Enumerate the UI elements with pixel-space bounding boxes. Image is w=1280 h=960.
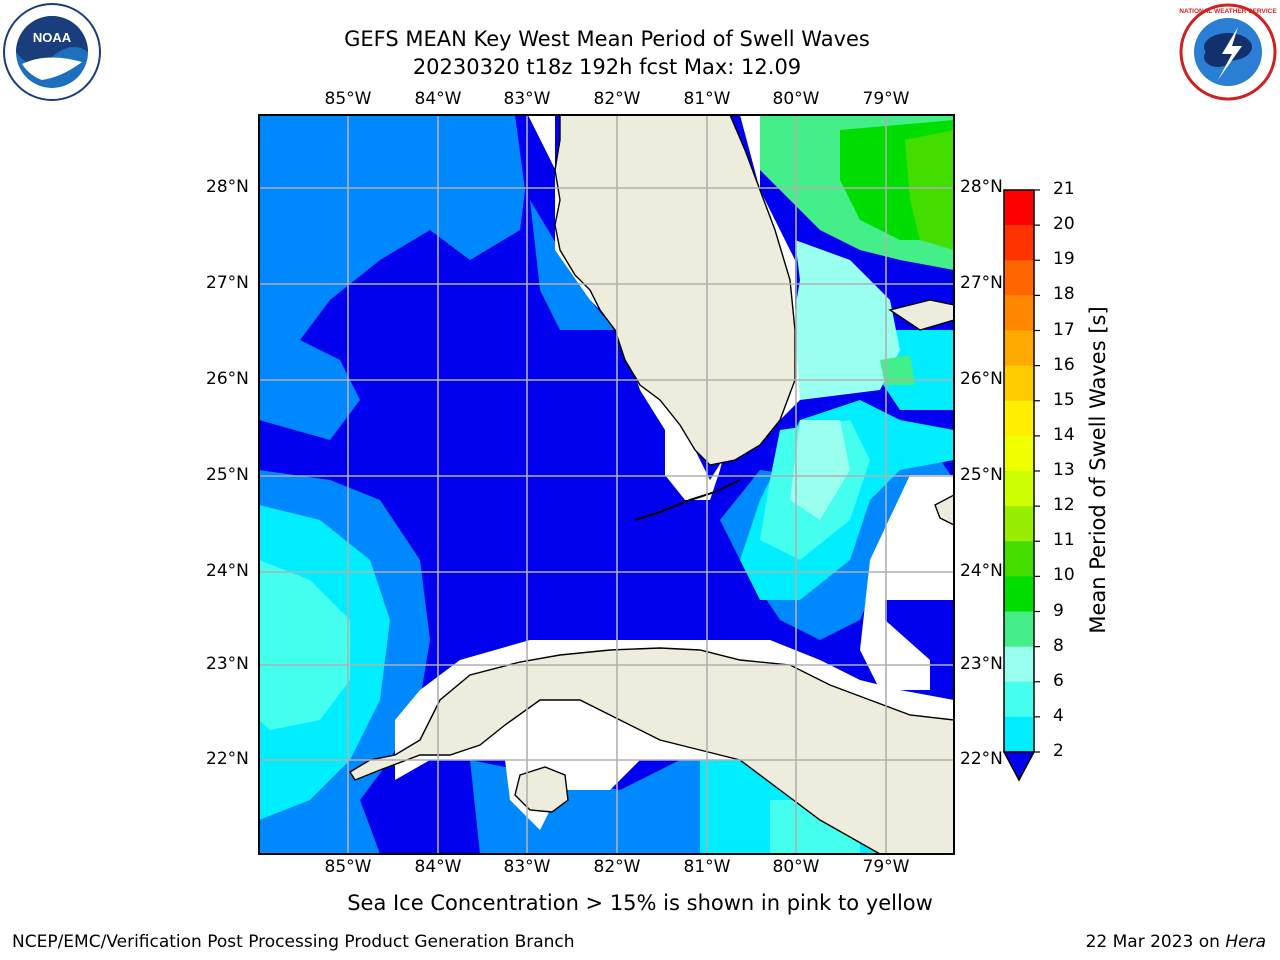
colorbar-segment (1004, 260, 1034, 296)
lon-label-bottom-79w: 79°W (862, 857, 910, 877)
colorbar-tick-label: 11 (1053, 530, 1075, 551)
field-4-6s-north (259, 115, 525, 440)
footer-host: Hera (1225, 932, 1266, 952)
footer-date-text: 22 Mar 2023 on (1085, 932, 1226, 952)
colorbar-segment (1004, 225, 1034, 261)
lat-label-right-26n: 26°N (960, 369, 1003, 389)
colorbar-segment (1004, 506, 1034, 542)
lon-label-bottom-84w: 84°W (414, 857, 462, 877)
colorbar-tick-label: 17 (1053, 319, 1075, 340)
colorbar-tick-label: 18 (1053, 284, 1075, 305)
lon-label-bottom-80w: 80°W (772, 857, 820, 877)
lon-label-bottom-85w: 85°W (324, 857, 372, 877)
colorbar-tick-label: 19 (1053, 249, 1075, 270)
chart-subtitle: 20230320 t18z 192h fcst Max: 12.09 (412, 55, 802, 79)
lon-label-top-85w: 85°W (324, 89, 372, 109)
lat-label-right-27n: 27°N (960, 273, 1003, 293)
colorbar-tick-label: 13 (1053, 460, 1075, 480)
chart-title: GEFS MEAN Key West Mean Period of Swell … (344, 27, 870, 51)
lat-label-right-24n: 24°N (960, 561, 1003, 581)
field-9-10s-east (790, 420, 850, 520)
colorbar-segment (1004, 435, 1034, 472)
field-12-13s (905, 130, 954, 250)
colorbar-tick-label: 8 (1053, 635, 1064, 656)
nws-logo-text: NATIONAL WEATHER SERVICE (1179, 8, 1277, 15)
lat-label-left-23n: 23°N (206, 654, 249, 674)
colorbar-segment (1004, 716, 1034, 753)
lat-label-right-25n: 25°N (960, 465, 1003, 485)
mask-florida-west (528, 115, 800, 500)
colorbar-tick-label: 6 (1053, 670, 1064, 691)
colorbar-tick-label: 10 (1053, 565, 1075, 586)
colorbar-segment (1004, 646, 1034, 683)
bahamas-north (888, 299, 954, 331)
map-frame (258, 114, 955, 855)
cuba-island (349, 647, 954, 854)
lat-label-left-28n: 28°N (206, 177, 249, 197)
colorbar-title: Mean Period of Swell Waves [s] (1086, 306, 1110, 634)
colorbar-segment (1004, 611, 1034, 648)
noaa-logo-text: NOAA (33, 30, 72, 45)
lon-label-top-83w: 83°W (503, 89, 551, 109)
colorbar-segment (1004, 681, 1034, 718)
lon-label-bottom-82w: 82°W (593, 857, 641, 877)
colorbar-tick-label: 16 (1053, 354, 1075, 375)
lat-label-left-24n: 24°N (206, 561, 249, 581)
field-8-9s-west (259, 560, 350, 730)
colorbar-segment (1004, 576, 1034, 612)
lat-label-left-26n: 26°N (206, 369, 249, 389)
noaa-logo: NOAA (3, 3, 101, 101)
colorbar (1002, 189, 1040, 782)
lat-label-right-22n: 22°N (960, 749, 1003, 769)
lon-label-top-80w: 80°W (772, 89, 820, 109)
colorbar-tick-label: 15 (1053, 389, 1075, 410)
field-4-6s-northcoast (530, 200, 615, 330)
footer-date: 22 Mar 2023 on Hera (1086, 932, 1266, 952)
map-grid (259, 115, 954, 854)
lon-label-top-79w: 79°W (862, 89, 910, 109)
colorbar-segment (1004, 295, 1034, 331)
colorbar-tick-label: 2 (1053, 741, 1064, 761)
nws-logo: NATIONAL WEATHER SERVICE (1179, 3, 1277, 101)
colorbar-tick-label: 14 (1053, 424, 1075, 445)
swell-period-field (259, 115, 954, 854)
lon-label-top-84w: 84°W (414, 89, 462, 109)
colorbar-tick-label: 20 (1053, 214, 1075, 235)
isla-juventud (514, 766, 569, 813)
lon-label-top-81w: 81°W (683, 89, 731, 109)
colorbar-segment (1004, 400, 1034, 437)
lat-label-left-27n: 27°N (206, 273, 249, 293)
florida-keys (634, 479, 741, 521)
lon-label-top-82w: 82°W (593, 89, 641, 109)
colorbar-segment (1004, 330, 1034, 367)
lat-label-right-28n: 28°N (960, 177, 1003, 197)
colorbar-tick-label: 21 (1053, 179, 1075, 199)
lat-label-left-25n: 25°N (206, 465, 249, 485)
lon-label-bottom-83w: 83°W (503, 857, 551, 877)
field-9-10s (790, 240, 900, 400)
colorbar-tick-label: 4 (1053, 705, 1064, 726)
lon-label-bottom-81w: 81°W (683, 857, 731, 877)
footer-credit: NCEP/EMC/Verification Post Processing Pr… (12, 932, 575, 952)
colorbar-segment (1004, 190, 1034, 226)
sea-ice-note: Sea Ice Concentration > 15% is shown in … (347, 891, 933, 915)
florida-peninsula (554, 115, 796, 466)
colorbar-segment (1004, 541, 1034, 577)
lat-label-right-23n: 23°N (960, 654, 1003, 674)
colorbar-extension (1002, 751, 1036, 782)
lat-label-left-22n: 22°N (206, 749, 249, 769)
bahamas-island (934, 494, 954, 526)
colorbar-segment (1004, 365, 1034, 402)
mask-bahamas (860, 475, 954, 690)
colorbar-segment (1004, 471, 1034, 507)
colorbar-tick-label: 12 (1053, 495, 1075, 516)
field-10-11s-patch (880, 355, 915, 385)
colorbar-tick-label: 9 (1053, 600, 1064, 621)
